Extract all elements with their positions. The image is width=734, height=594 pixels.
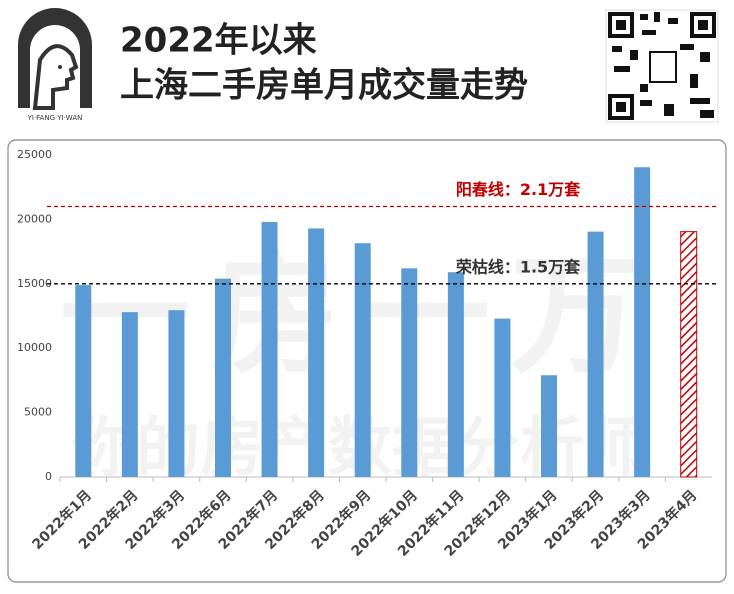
bar [447, 272, 464, 477]
bar [541, 375, 557, 477]
bar [494, 318, 511, 477]
bar [168, 310, 185, 477]
reference-label: 荣枯线：1.5万套 [455, 257, 581, 276]
bar [401, 268, 418, 477]
y-tick-label: 10000 [17, 341, 52, 354]
bar [308, 228, 325, 477]
bar [261, 221, 278, 477]
y-tick-label: 25000 [17, 148, 52, 161]
title: 2022年以来 [120, 21, 317, 61]
y-tick-label: 5000 [24, 406, 52, 419]
y-tick-label: 15000 [17, 277, 52, 290]
y-tick-label: 20000 [17, 212, 52, 225]
bar [121, 312, 138, 477]
bar [680, 231, 698, 478]
bar [634, 167, 651, 477]
y-tick-label: 0 [45, 470, 52, 483]
qr-code [605, 9, 719, 123]
title: 上海二手房单月成交量走势 [120, 66, 528, 106]
bar [354, 243, 371, 477]
logo [18, 8, 92, 110]
logo-text: YI·FANG·YI·WAN [27, 114, 83, 122]
bar [587, 231, 604, 477]
watermark: 一房一万 [60, 240, 660, 392]
bar [75, 285, 92, 477]
reference-label: 阳春线：2.1万套 [456, 180, 581, 199]
bar [215, 278, 231, 477]
